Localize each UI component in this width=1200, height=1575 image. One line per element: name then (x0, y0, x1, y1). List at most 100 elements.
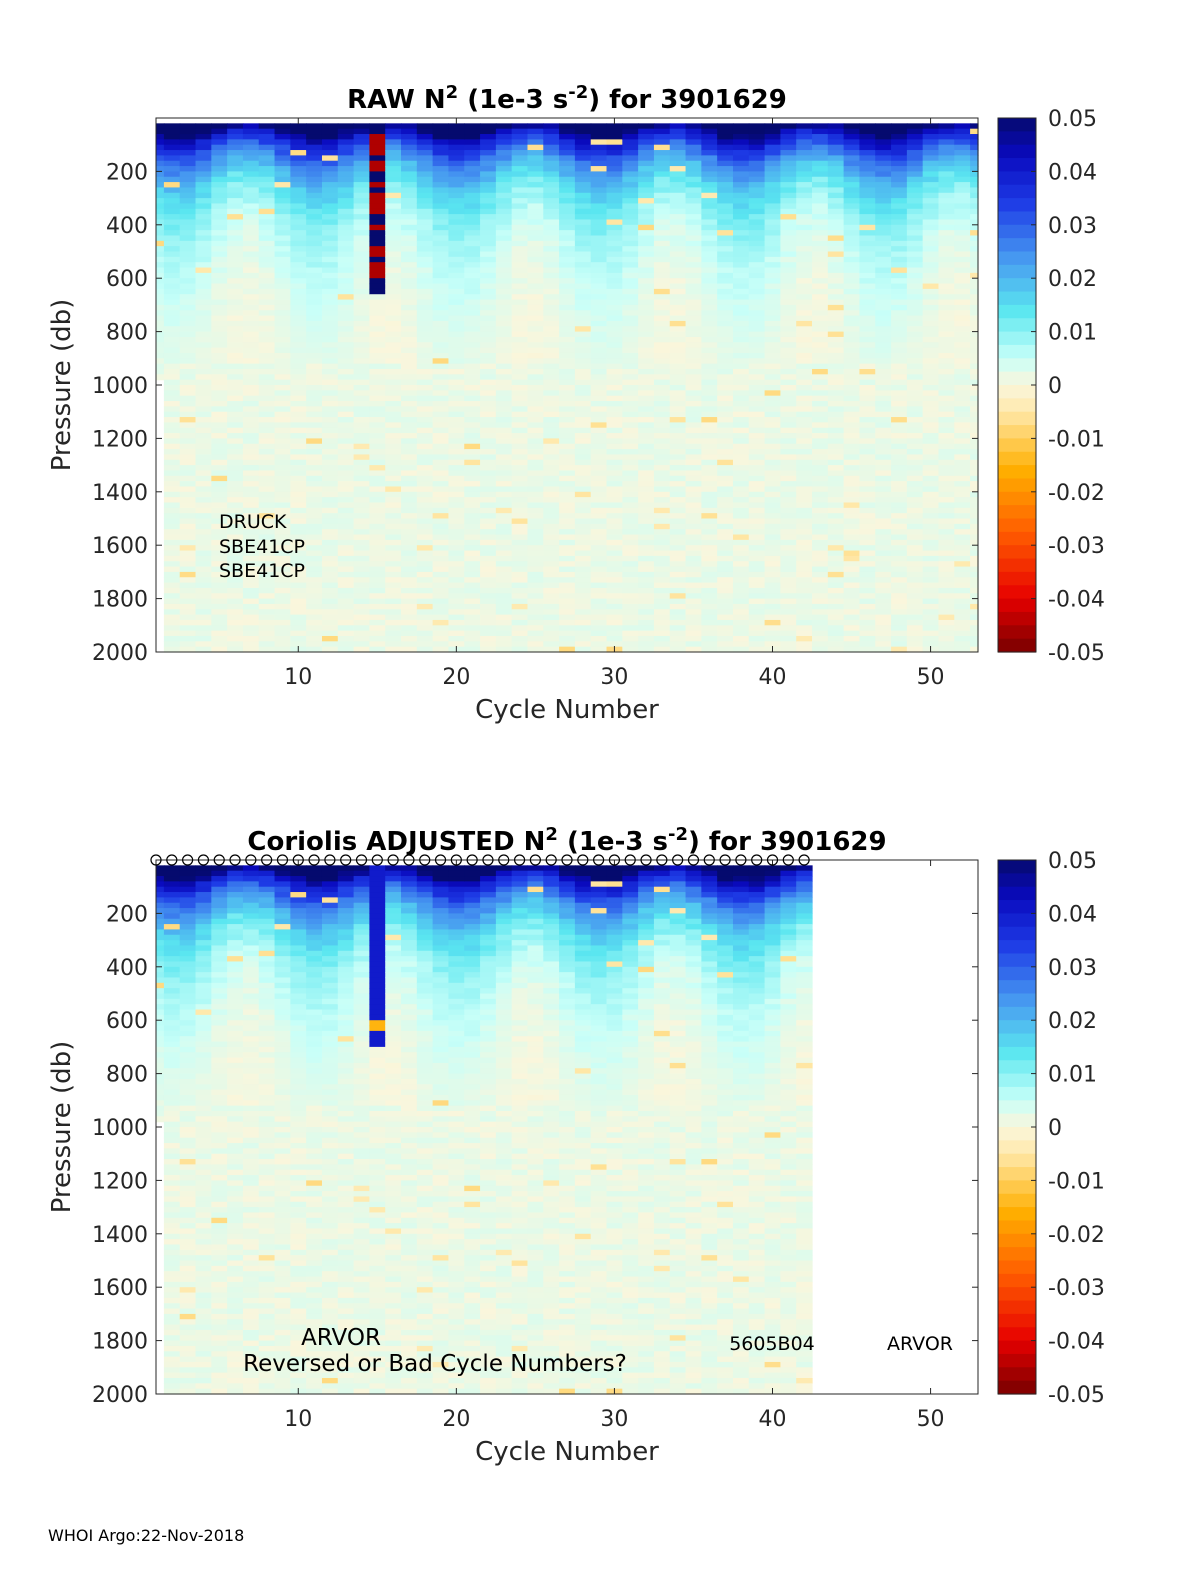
heatmap-cell (306, 566, 323, 573)
heatmap-cell (353, 128, 371, 135)
heatmap-cell (321, 342, 339, 349)
heatmap-cell (827, 230, 845, 237)
heatmap-cell (195, 267, 212, 274)
heatmap-cell (321, 603, 339, 610)
heatmap-cell (353, 443, 371, 450)
heatmap-cell (353, 481, 371, 488)
heatmap-cell (590, 433, 608, 439)
heatmap-cell (732, 427, 750, 434)
heatmap-cell (543, 150, 560, 156)
heatmap-cell (290, 630, 307, 637)
heatmap-cell (574, 224, 592, 231)
heatmap-cell (780, 534, 797, 541)
heatmap-cell (812, 160, 829, 167)
heatmap-cell (827, 336, 845, 343)
heatmap-cell (416, 438, 434, 445)
heatmap-cell (242, 331, 260, 338)
heatmap-cell (495, 587, 513, 594)
heatmap-cell (701, 529, 718, 536)
heatmap-cell (432, 385, 450, 391)
heatmap-cell (495, 401, 513, 407)
heatmap-cell (764, 385, 782, 391)
heatmap-cell (685, 262, 702, 269)
heatmap-cell (353, 283, 371, 290)
heatmap-cell (448, 320, 465, 327)
heatmap-cell (306, 192, 323, 199)
heatmap-cell (590, 187, 608, 194)
heatmap-cell (290, 336, 307, 343)
heatmap-cell (748, 561, 766, 568)
heatmap-cell (906, 160, 924, 167)
heatmap-cell (369, 577, 386, 584)
heatmap-cell (464, 304, 481, 311)
heatmap-cell (369, 278, 386, 285)
heatmap-cell (732, 347, 750, 354)
heatmap-cell (227, 614, 244, 621)
heatmap-cell (156, 176, 165, 183)
heatmap-cell (242, 395, 260, 402)
heatmap-cell (606, 491, 623, 498)
heatmap-cell (827, 550, 845, 557)
heatmap-cell (195, 646, 212, 653)
heatmap-cell (227, 603, 244, 610)
heatmap-cell (701, 609, 718, 616)
heatmap-cell (258, 310, 276, 317)
heatmap-cell (622, 267, 639, 274)
heatmap-cell (195, 347, 212, 354)
heatmap-cell (495, 529, 513, 536)
heatmap-cell (590, 566, 608, 573)
heatmap-cell (156, 358, 165, 365)
heatmap-cell (211, 577, 228, 584)
heatmap-cell (764, 176, 782, 183)
heatmap-cell (748, 390, 766, 397)
heatmap-cell (906, 646, 924, 653)
heatmap-cell (401, 336, 418, 343)
heatmap-cell (669, 144, 687, 151)
heatmap-cell (480, 641, 497, 648)
heatmap-cell (796, 150, 813, 156)
heatmap-cell (717, 283, 734, 290)
heatmap-cell (875, 550, 892, 557)
heatmap-cell (638, 486, 655, 493)
heatmap-cell (701, 171, 718, 178)
heatmap-cell (827, 603, 845, 610)
heatmap-cell (495, 635, 513, 642)
heatmap-cell (906, 443, 924, 450)
heatmap-cell (448, 507, 465, 514)
heatmap-cell (480, 427, 497, 434)
heatmap-cell (401, 507, 418, 514)
heatmap-cell (353, 406, 371, 413)
heatmap-cell (448, 534, 465, 541)
heatmap-cell (211, 310, 228, 317)
heatmap-cell (827, 144, 845, 151)
heatmap-cell (701, 283, 718, 290)
heatmap-cell (827, 497, 845, 504)
heatmap-cell (827, 347, 845, 354)
heatmap-cell (732, 278, 750, 285)
heatmap-cell (796, 630, 813, 637)
heatmap-cell (685, 315, 702, 322)
heatmap-cell (669, 417, 687, 423)
heatmap-cell (638, 374, 655, 381)
heatmap-cell (258, 235, 276, 242)
heatmap-cell (653, 577, 671, 584)
heatmap-cell (764, 219, 782, 226)
heatmap-cell (732, 598, 750, 605)
heatmap-cell (843, 240, 861, 247)
heatmap-cell (211, 491, 228, 498)
heatmap-cell (891, 342, 908, 349)
heatmap-cell (590, 144, 608, 151)
heatmap-cell (653, 283, 671, 290)
heatmap-cell (780, 123, 797, 130)
heatmap-cell (163, 182, 181, 189)
heatmap-cell (938, 134, 955, 140)
heatmap-cell (495, 368, 513, 375)
heatmap-cell (732, 539, 750, 546)
heatmap-cell (891, 171, 908, 178)
heatmap-cell (306, 593, 323, 600)
heatmap-cell (827, 625, 845, 632)
heatmap-cell (906, 224, 924, 231)
heatmap-cell (337, 561, 355, 568)
heatmap-cell (416, 214, 434, 221)
heatmap-cell (590, 598, 608, 605)
